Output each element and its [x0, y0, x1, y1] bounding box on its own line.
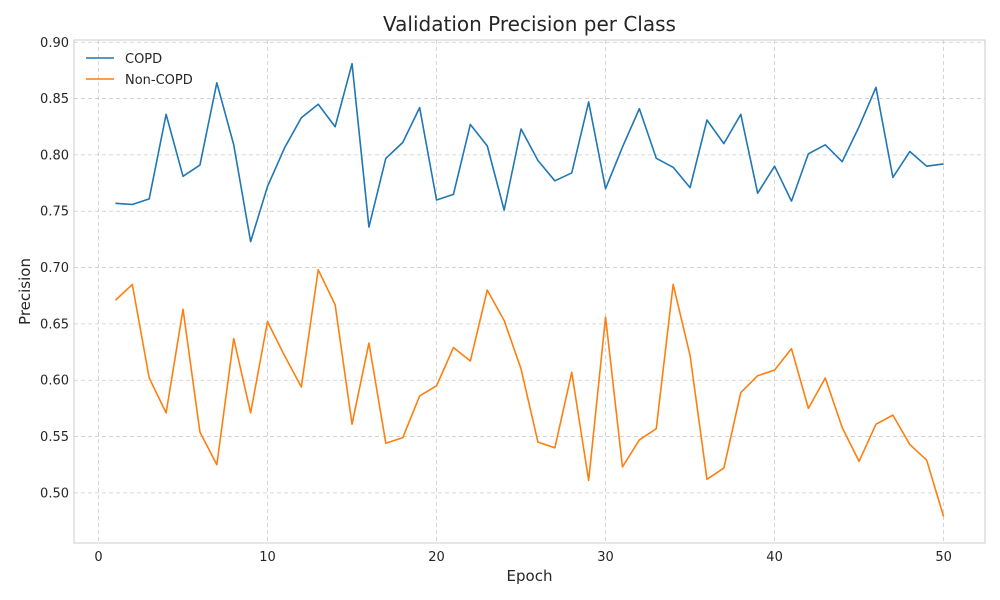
legend: COPD Non-COPD	[86, 52, 193, 88]
series-line-copd	[115, 62, 944, 243]
legend-label-non-copd: Non-COPD	[125, 73, 193, 88]
x-tick-label: 0	[94, 550, 102, 565]
series	[114, 62, 945, 517]
y-tick-label: 0.70	[40, 261, 69, 276]
y-axis-label: Precision	[16, 258, 34, 325]
grid	[74, 40, 985, 543]
y-tick-label: 0.75	[40, 205, 69, 220]
y-tick-label: 0.50	[40, 486, 69, 501]
y-tick-label: 0.90	[40, 36, 69, 51]
series-line-non-copd	[114, 269, 945, 517]
y-tick-label: 0.85	[40, 92, 69, 107]
x-tick-label: 40	[766, 550, 783, 565]
x-tick-label: 50	[935, 550, 952, 565]
y-axis-ticks: 0.50 0.55 0.60 0.65 0.70 0.75 0.80 0.85 0.90	[40, 36, 69, 502]
y-tick-label: 0.65	[40, 317, 69, 332]
x-tick-label: 30	[597, 550, 614, 565]
x-axis-ticks: 0 10 20 30 40 50	[94, 550, 951, 565]
y-tick-label: 0.55	[40, 430, 69, 445]
x-tick-label: 20	[428, 550, 445, 565]
plot-frame	[73, 39, 986, 544]
legend-label-copd: COPD	[125, 52, 162, 67]
y-tick-label: 0.80	[40, 148, 69, 163]
y-tick-label: 0.60	[40, 374, 69, 389]
x-axis-label: Epoch	[507, 567, 553, 585]
chart-title: Validation Precision per Class	[383, 12, 676, 36]
x-tick-label: 10	[259, 550, 276, 565]
